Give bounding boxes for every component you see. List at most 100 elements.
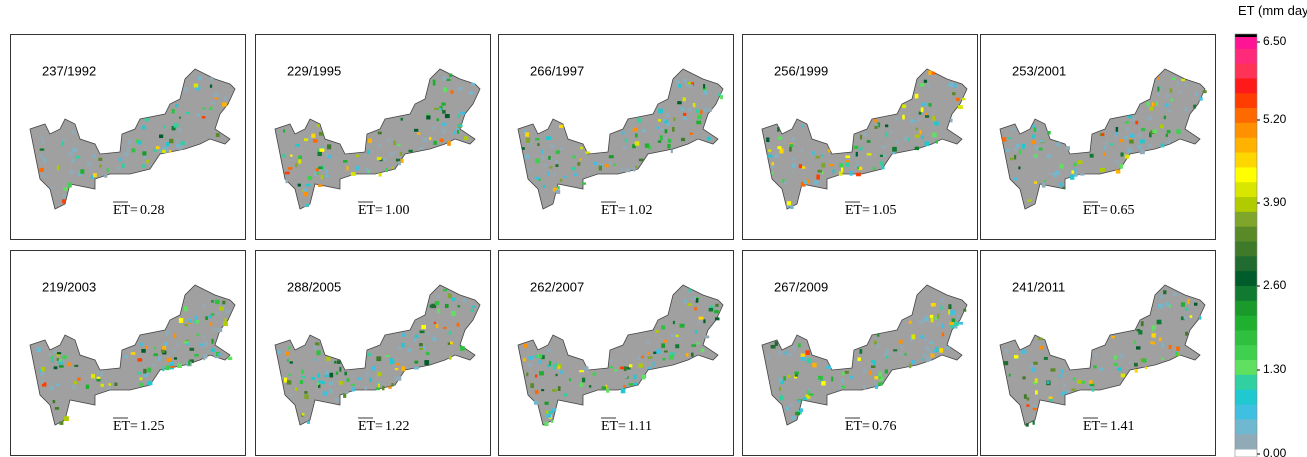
speckle: [415, 335, 419, 338]
speckle: [629, 383, 634, 385]
speckle: [450, 90, 453, 93]
speckle: [772, 162, 775, 165]
speckle: [73, 148, 76, 152]
speckle: [803, 397, 807, 400]
speckle: [139, 343, 143, 346]
speckle: [925, 115, 929, 118]
speckle: [563, 176, 566, 178]
mean-et: 1.05: [872, 203, 897, 218]
speckle: [174, 357, 177, 359]
speckle: [339, 367, 341, 372]
speckle: [162, 346, 166, 350]
speckle: [786, 407, 789, 411]
speckle: [925, 141, 930, 146]
speckle: [789, 144, 793, 147]
speckle: [1014, 155, 1016, 160]
speckle: [850, 376, 853, 379]
speckle: [954, 322, 959, 326]
speckle: [621, 388, 626, 393]
speckle: [330, 389, 332, 394]
title-text: ET (mm day: [1238, 3, 1307, 18]
speckle: [705, 335, 710, 338]
speckle: [826, 366, 831, 369]
speckle: [895, 117, 899, 120]
speckle: [798, 400, 801, 402]
speckle: [417, 132, 421, 134]
speckle: [1059, 182, 1063, 186]
speckle: [452, 297, 456, 301]
speckle: [681, 138, 685, 141]
speckle: [447, 141, 451, 146]
speckle: [1146, 102, 1149, 106]
speckle: [107, 388, 111, 390]
speckle: [543, 185, 546, 188]
speckle: [317, 124, 320, 127]
speckle: [166, 142, 170, 146]
speckle: [792, 157, 795, 160]
speckle: [148, 164, 150, 166]
speckle: [675, 80, 680, 84]
speckle: [72, 130, 76, 134]
speckle: [683, 80, 686, 83]
speckle: [304, 391, 307, 394]
speckle: [660, 135, 663, 140]
speckle: [790, 206, 793, 209]
speckle: [141, 349, 145, 353]
speckle: [209, 107, 212, 110]
speckle: [1074, 168, 1076, 172]
speckle: [210, 77, 214, 81]
speckle: [121, 163, 124, 168]
speckle: [856, 161, 858, 166]
speckle: [639, 159, 644, 162]
speckle: [97, 371, 99, 373]
speckle: [623, 146, 627, 149]
speckle: [59, 421, 63, 425]
speckle: [635, 166, 638, 169]
speckle: [948, 310, 950, 315]
speckle: [871, 365, 875, 367]
speckle: [344, 372, 346, 376]
speckle: [1034, 181, 1037, 184]
speckle: [942, 333, 944, 337]
mean-et: 0.76: [872, 419, 897, 434]
speckle: [55, 407, 59, 410]
speckle: [385, 355, 389, 357]
speckle: [295, 163, 297, 167]
map-panel: 266/1997ET=1.02: [499, 35, 734, 240]
speckle: [948, 304, 951, 309]
speckle: [186, 112, 190, 114]
speckle: [203, 335, 205, 339]
speckle: [196, 333, 199, 335]
speckle: [1149, 107, 1153, 111]
speckle: [715, 317, 720, 320]
speckle: [641, 356, 644, 359]
speckle: [954, 326, 958, 328]
speckle: [921, 107, 924, 112]
speckle: [625, 168, 630, 172]
speckle: [926, 349, 931, 352]
speckle: [1141, 321, 1144, 326]
speckle: [1047, 131, 1051, 135]
speckle: [205, 316, 208, 320]
colorbar-step: [1235, 64, 1257, 79]
speckle: [366, 168, 368, 173]
speckle: [1014, 355, 1018, 358]
speckle: [547, 349, 550, 351]
colorbar-step: [1235, 212, 1257, 227]
speckle: [181, 141, 185, 145]
equals: =: [618, 203, 626, 218]
speckle: [709, 308, 713, 312]
speckle: [285, 179, 288, 183]
speckle: [1172, 293, 1177, 296]
speckle: [789, 147, 791, 152]
speckle: [1018, 166, 1020, 169]
speckle: [580, 383, 583, 387]
speckle: [1116, 170, 1120, 174]
speckle: [525, 132, 529, 136]
mean-et: 1.41: [1110, 419, 1135, 434]
speckle: [59, 359, 61, 362]
speckle: [637, 118, 641, 122]
speckle: [315, 342, 319, 345]
speckle: [957, 315, 959, 320]
colorbar-tick-label: 3.90: [1263, 195, 1287, 209]
